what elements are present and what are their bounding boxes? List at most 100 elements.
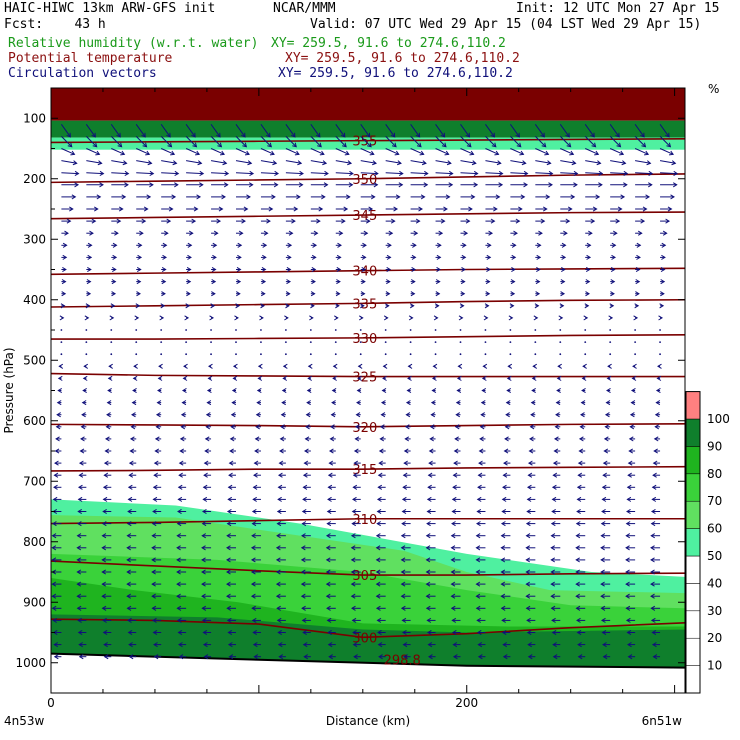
wind-vector-head bbox=[427, 484, 432, 490]
wind-vector-head bbox=[553, 448, 559, 454]
wind-vector-head bbox=[51, 533, 57, 539]
wind-vector-head bbox=[321, 194, 326, 200]
wind-vector-head bbox=[347, 160, 353, 166]
wind-vector-head bbox=[601, 484, 607, 490]
wind-vector-head bbox=[404, 424, 410, 430]
wind-vector-head bbox=[74, 170, 80, 176]
wind-vector-head bbox=[107, 375, 113, 381]
wind-vector-head bbox=[485, 291, 491, 297]
wind-vector-head bbox=[77, 496, 83, 502]
wind-vector bbox=[110, 124, 121, 138]
wind-vector-head bbox=[151, 557, 156, 563]
wind-vector-head bbox=[475, 545, 481, 551]
wind-vector bbox=[260, 353, 262, 356]
wind-vector-head bbox=[428, 460, 433, 466]
wind-vector-head bbox=[672, 182, 678, 188]
y-tick-label: 100 bbox=[23, 111, 46, 125]
wind-vector bbox=[509, 353, 512, 356]
wind-vector-head bbox=[601, 629, 607, 636]
wind-vector-head bbox=[226, 605, 232, 611]
wind-vector-head bbox=[400, 569, 406, 575]
wind-vector-head bbox=[548, 182, 553, 188]
wind-vector-head bbox=[82, 375, 88, 381]
wind-vector-head bbox=[332, 363, 338, 369]
wind-vector bbox=[385, 148, 399, 155]
wind-vector-head bbox=[66, 132, 71, 138]
wind-vector-head bbox=[377, 472, 383, 478]
plot-area: 300 305 310 315 320 325 330 335 340 345 350 355 298.… bbox=[51, 88, 685, 693]
wind-vector-head bbox=[456, 375, 462, 381]
wind-vector bbox=[334, 341, 337, 343]
wind-vector-head bbox=[326, 508, 332, 515]
wind-vector-head bbox=[523, 170, 529, 176]
wind-vector-head bbox=[511, 254, 517, 260]
wind-vector-head bbox=[168, 206, 174, 212]
wind-vector bbox=[61, 160, 77, 164]
wind-vector-head bbox=[143, 206, 149, 212]
wind-vector-head bbox=[561, 266, 566, 273]
header-fcst: Fcst: 43 h bbox=[4, 17, 106, 32]
wind-vector-head bbox=[164, 230, 169, 236]
wind-vector-head bbox=[401, 508, 407, 515]
wind-vector-head bbox=[202, 496, 208, 502]
wind-vector-head bbox=[312, 242, 318, 248]
wind-vector bbox=[310, 148, 325, 155]
wind-vector-head bbox=[151, 569, 156, 575]
wind-vector-head bbox=[625, 569, 630, 575]
wind-vector-head bbox=[254, 448, 259, 454]
wind-vector-head bbox=[361, 254, 367, 260]
wind-vector-head bbox=[451, 521, 456, 527]
wind-vector bbox=[85, 329, 88, 331]
wind-vector-head bbox=[551, 508, 556, 515]
wind-vector bbox=[60, 329, 63, 331]
wind-vector-head bbox=[56, 412, 61, 418]
wind-vector-head bbox=[491, 142, 497, 148]
wind-vector-head bbox=[93, 206, 99, 212]
wind-vector-head bbox=[529, 424, 535, 430]
wind-vector bbox=[160, 148, 175, 155]
wind-vector-head bbox=[141, 218, 147, 224]
colorbar-segment bbox=[685, 555, 701, 584]
wind-vector-head bbox=[174, 170, 180, 176]
wind-vector-head bbox=[383, 315, 389, 321]
wind-vector-head bbox=[81, 400, 87, 406]
wind-vector-head bbox=[577, 472, 583, 478]
wind-vector-head bbox=[602, 472, 607, 478]
wind-vector-head bbox=[525, 569, 531, 575]
wind-vector-head bbox=[561, 242, 567, 248]
wind-vector-head bbox=[300, 545, 306, 551]
wind-vector-head bbox=[476, 617, 482, 623]
wind-vector-head bbox=[235, 303, 241, 309]
wind-vector-head bbox=[326, 617, 332, 623]
wind-vector bbox=[85, 124, 96, 138]
wind-vector-head bbox=[247, 160, 253, 166]
wind-vector-head bbox=[455, 412, 461, 418]
wind-vector-head bbox=[160, 303, 166, 309]
wind-vector-head bbox=[470, 194, 476, 200]
wind-vector-head bbox=[275, 593, 281, 599]
wind-vector-head bbox=[149, 182, 154, 188]
wind-vector bbox=[160, 353, 163, 356]
wind-vector-head bbox=[302, 629, 307, 636]
wind-vector-head bbox=[78, 460, 84, 466]
wind-vector-head bbox=[486, 254, 492, 260]
wind-vector-head bbox=[106, 412, 111, 418]
wind-vector bbox=[609, 124, 620, 138]
wind-vector bbox=[560, 172, 578, 175]
wind-vector-head bbox=[475, 533, 481, 539]
wind-vector-head bbox=[400, 581, 406, 587]
wind-vector-head bbox=[654, 412, 660, 418]
wind-vector-head bbox=[575, 533, 581, 539]
wind-vector-head bbox=[600, 593, 605, 599]
wind-vector-head bbox=[531, 387, 536, 394]
wind-vector-head bbox=[363, 230, 369, 236]
wind-vector-head bbox=[336, 254, 342, 260]
wind-vector-head bbox=[623, 182, 628, 188]
wind-vector-head bbox=[126, 521, 132, 527]
colorbar-level-label: 10 bbox=[707, 659, 722, 673]
wind-vector-head bbox=[388, 230, 394, 236]
wind-vector-head bbox=[585, 266, 591, 273]
wind-vector-head bbox=[343, 206, 349, 212]
wind-vector-head bbox=[632, 363, 637, 369]
wind-vector bbox=[635, 160, 651, 164]
